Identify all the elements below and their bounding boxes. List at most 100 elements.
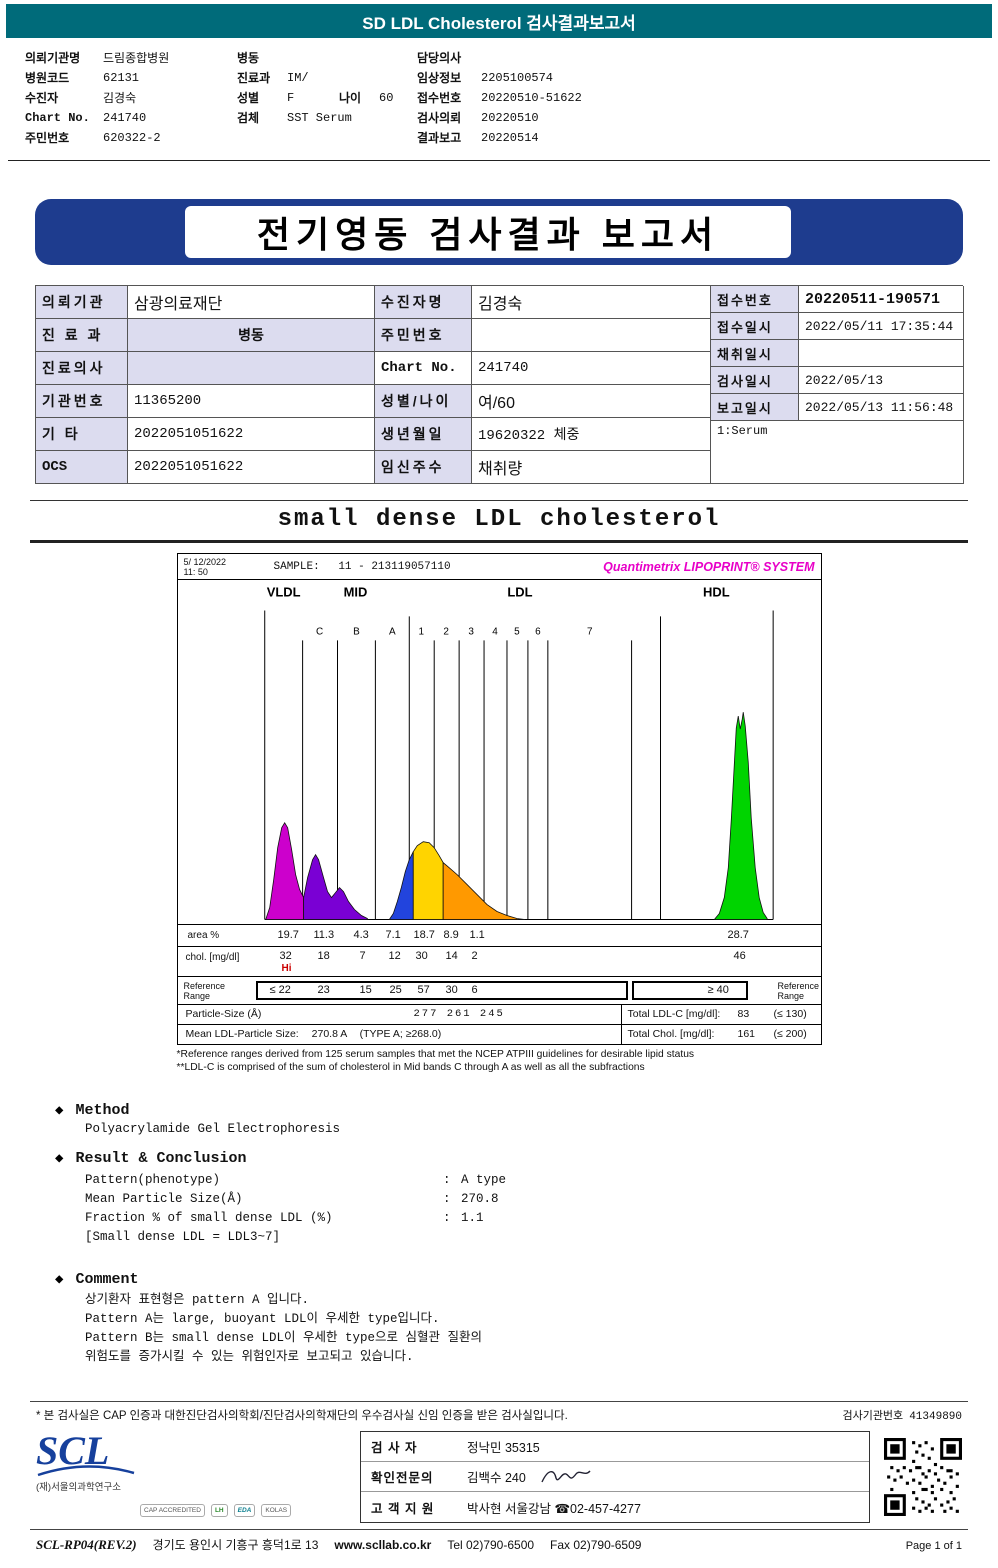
footer-bottom-row: SCL-RP04(REV.2) 경기도 용인시 기흥구 흥덕1로 13 www.… <box>36 1536 962 1553</box>
field-label: 담당의사 <box>417 51 462 65</box>
divider <box>30 500 968 501</box>
row-label-right: Reference Range <box>778 981 820 1001</box>
info-value <box>128 352 375 385</box>
staff-row: 확인전문의 김백수 240 <box>361 1462 869 1492</box>
info-label: 임신주수 <box>375 451 472 484</box>
field-label: Chart No. <box>25 111 90 125</box>
result-name: Pattern(phenotype) <box>85 1173 221 1187</box>
banner-inner: 전기영동 검사결과 보고서 <box>185 206 791 258</box>
patient-row: 검사의뢰 20220510 <box>417 108 998 128</box>
info-value: 241740 <box>472 352 711 385</box>
result-note-row: [Small dense LDL = LDL3~7] <box>85 1228 998 1247</box>
cap-logo: CAP ACCREDITED <box>140 1504 205 1517</box>
eda-logo: EDA <box>233 1504 256 1517</box>
chol-value: 18 <box>317 950 330 962</box>
accreditation-logos: CAP ACCREDITED LH EDA KOLAS <box>140 1504 292 1517</box>
banner: 전기영동 검사결과 보고서 <box>35 199 963 265</box>
sample-id: SAMPLE: 11 - 213119057110 <box>274 561 451 573</box>
colon: : <box>443 1173 451 1187</box>
row-label: Particle-Size (Å) <box>185 1008 262 1020</box>
patient-row: 임상정보 2205100574 <box>417 68 998 88</box>
patient-col-1: 의뢰기관명 드림종합병원 병원코드 62131 수진자 김경숙 Chart No. 24… <box>25 48 237 148</box>
lipoprint-plot: VLDL MID LDL HDL C B A 1 2 3 4 5 6 7 <box>178 580 821 924</box>
info-label: 진료의사 <box>36 352 128 385</box>
ref-value: 6 <box>471 984 478 996</box>
result-row: Pattern(phenotype): A type <box>85 1171 998 1190</box>
lipoprint-box: 5/ 12/2022 11: 50 SAMPLE: 11 - 213119057… <box>176 553 822 1045</box>
svg-text:LDL: LDL <box>507 584 532 599</box>
svg-text:HDL: HDL <box>703 584 730 599</box>
patient-row: 결과보고 20220514 <box>417 128 998 148</box>
row-label: Reference Range <box>184 981 226 1001</box>
footnote-1: *Reference ranges derived from 125 serum… <box>176 1049 695 1060</box>
address: 경기도 용인시 기흥구 흥덕1로 13 <box>152 1538 319 1552</box>
info-value: 2022051051622 <box>128 418 375 451</box>
staff-row: 고 객 지 원 박사현 서울강남 ☎02-457-4277 <box>361 1492 869 1522</box>
patient-header: 의뢰기관명 드림종합병원 병원코드 62131 수진자 김경숙 Chart No. 24… <box>0 38 998 154</box>
patient-row: 병동 <box>237 48 417 68</box>
qr-code <box>884 1438 962 1516</box>
patient-row: 진료과 IM/ <box>237 68 417 88</box>
area-value: 28.7 <box>727 929 749 941</box>
field-value: IM/ <box>287 71 309 85</box>
sample-label: SAMPLE: <box>273 560 320 573</box>
field-label: 수진자 <box>25 91 59 105</box>
signature-scribble <box>541 1469 591 1482</box>
patient-row: 수진자 김경숙 <box>25 88 237 108</box>
result-value: A type <box>461 1173 507 1187</box>
row-label-line: Range <box>183 991 211 1001</box>
result-note: [Small dense LDL = LDL3~7] <box>85 1230 281 1244</box>
info-table-right: 접수번호 20220511-190571 접수일시 2022/05/11 17:… <box>711 286 964 484</box>
field-value: 620322-2 <box>103 131 161 145</box>
lipoprint-datetime: 5/ 12/2022 11: 50 <box>184 557 254 577</box>
comment-line: 상기환자 표현형은 pattern A 입니다. <box>85 1293 310 1307</box>
chol-value: 7 <box>359 950 366 962</box>
result-name: Mean Particle Size(Å) <box>85 1192 243 1206</box>
svg-text:7: 7 <box>586 626 592 637</box>
cert-note: * 본 검사실은 CAP 인증과 대한진단검사의학회/진단검사의학재단의 우수검… <box>36 1410 568 1422</box>
mean-particle-text: Mean LDL-Particle Size: 270.8 A (TYPE A;… <box>186 1028 442 1040</box>
result-name: Fraction % of small dense LDL (%) <box>85 1211 333 1225</box>
scl-swoosh-icon <box>37 1465 135 1477</box>
method-body: Polyacrylamide Gel Electrophoresis <box>85 1122 341 1136</box>
result-value: 270.8 <box>461 1192 499 1206</box>
kolas-logo: KOLAS <box>261 1504 292 1517</box>
divider <box>30 1401 968 1402</box>
total-ldl-label: Total LDL-C [mg/dl]: <box>627 1008 721 1020</box>
info-table-left: 의뢰기관 삼광의료재단 수진자명 김경숙 진 료 과 병동 주민번호 진료의사 … <box>36 286 711 484</box>
colon: : <box>443 1211 451 1225</box>
patient-row: 병원코드 62131 <box>25 68 237 88</box>
chart-footnotes: *Reference ranges derived from 125 serum… <box>177 1048 837 1074</box>
info-label: Chart No. <box>375 352 472 385</box>
info-value <box>799 340 964 367</box>
field-value: 드림종합병원 <box>103 51 170 65</box>
page-number: Page 1 of 1 <box>905 1540 962 1552</box>
lab-number: 검사기관번호 41349890 <box>842 1407 962 1423</box>
patient-col-3: 담당의사 임상정보 2205100574 접수번호 20220510-51622 검… <box>417 48 998 148</box>
comment-heading: ◆ Comment <box>55 1271 998 1288</box>
row-label-line: Reference <box>183 981 226 991</box>
area-value: 8.9 <box>443 929 459 941</box>
info-label: 채취일시 <box>711 340 799 367</box>
lab-number-label: 검사기관번호 <box>842 1410 904 1422</box>
info-label: 기관번호 <box>36 385 128 418</box>
info-value: 여/60 <box>472 385 711 418</box>
field-label: 접수번호 <box>417 91 462 105</box>
website: www.scllab.co.kr <box>334 1538 432 1552</box>
row-label: area % <box>187 930 220 941</box>
field-label: 나이 <box>339 91 362 105</box>
info-label: 보고일시 <box>711 394 799 421</box>
heading-text: Comment <box>75 1271 139 1288</box>
patient-row: 성별 F 나이 60 <box>237 88 417 108</box>
ref-value: 25 <box>389 984 402 996</box>
field-value: 20220514 <box>481 131 539 145</box>
field-value: 2205100574 <box>481 71 554 85</box>
field-label: 진료과 <box>237 71 271 85</box>
info-label: 생년월일 <box>375 418 472 451</box>
chol-value: 12 <box>388 950 401 962</box>
patient-col-2: 병동 진료과 IM/ 성별 F 나이 60 검체 SST Serum <box>237 48 417 148</box>
row-label: chol. [mg/dl] <box>185 952 240 963</box>
chol-value: 14 <box>445 950 458 962</box>
mean-note: (TYPE A; ≥268.0) <box>359 1028 442 1040</box>
section-title: small dense LDL cholesterol <box>277 506 721 533</box>
